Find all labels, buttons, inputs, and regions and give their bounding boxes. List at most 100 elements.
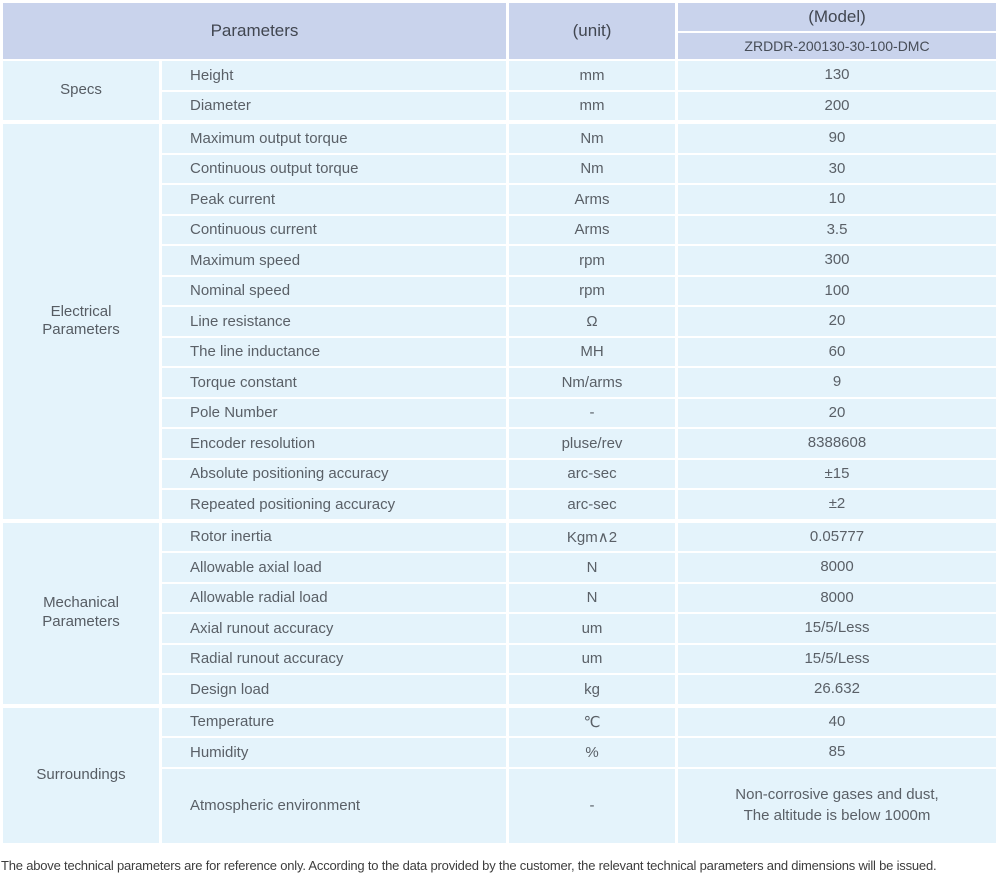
unit-cell: MH bbox=[509, 337, 675, 366]
unit-cell: Ω bbox=[509, 307, 675, 336]
value-cell: 8000 bbox=[678, 553, 996, 582]
parameter-name-cell: Continuous output torque bbox=[162, 154, 506, 183]
unit-cell: - bbox=[509, 398, 675, 427]
value-cell: ±2 bbox=[678, 490, 996, 519]
parameter-name-cell: Height bbox=[162, 61, 506, 90]
table-row: Allowable radial load N 8000 bbox=[3, 583, 996, 612]
value-cell: 8388608 bbox=[678, 429, 996, 458]
footer-note: The above technical parameters are for r… bbox=[1, 857, 937, 873]
header-model: (Model) bbox=[678, 3, 996, 32]
header-parameters: Parameters bbox=[3, 3, 506, 59]
table-row: Mechanical Parameters Rotor inertia Kgm∧2 0… bbox=[3, 520, 996, 704]
unit-cell: arc-sec bbox=[509, 459, 675, 488]
unit-cell: mm bbox=[509, 61, 675, 90]
parameter-name-cell: Torque constant bbox=[162, 368, 506, 397]
parameters-table: Parameters (unit) (Model) ZRDDR-200130-3… bbox=[0, 1, 999, 845]
parameter-name-cell: Temperature bbox=[162, 705, 506, 736]
value-cell: 20 bbox=[678, 307, 996, 336]
value-cell: 85 bbox=[678, 738, 996, 767]
value-cell: 60 bbox=[678, 337, 996, 366]
table-row: Atmospheric environment - Non-corrosive ga… bbox=[3, 768, 996, 843]
unit-cell: rpm bbox=[509, 246, 675, 275]
table-row: Humidity% 85 bbox=[3, 738, 996, 767]
value-cell: 15/5/Less bbox=[678, 614, 996, 643]
unit-cell: - bbox=[509, 768, 675, 843]
parameter-name-cell: Maximum speed bbox=[162, 246, 506, 275]
table-row: Specs Height mm 130 bbox=[3, 61, 996, 120]
parameter-name-cell: Allowable radial load bbox=[162, 583, 506, 612]
table-row: Radial runout accuracy um 15/5/Less bbox=[3, 644, 996, 673]
value-cell: 200 bbox=[678, 91, 996, 120]
unit-cell: Nm bbox=[509, 122, 675, 153]
table-row: Continuous current Arms 3.5 bbox=[3, 215, 996, 244]
parameter-name-cell: Peak current bbox=[162, 185, 506, 214]
header-model-value: ZRDDR-200130-30-100-DMC bbox=[678, 33, 996, 59]
parameter-name-cell: Maximum output torque bbox=[162, 122, 506, 153]
unit-cell: N bbox=[509, 553, 675, 582]
parameter-name-cell: Diameter bbox=[162, 91, 506, 120]
value-cell: Non-corrosive gases and dust, The altitu… bbox=[678, 768, 996, 843]
unit-cell: Arms bbox=[509, 215, 675, 244]
table-row: Pole Number -20 bbox=[3, 398, 996, 427]
unit-cell: % bbox=[509, 738, 675, 767]
value-cell: 0.05777 bbox=[678, 520, 996, 551]
value-cell: 300 bbox=[678, 246, 996, 275]
table-row: Surroundings Temperature ℃ 40 bbox=[3, 705, 996, 843]
value-cell: 30 bbox=[678, 154, 996, 183]
header-unit: (unit) bbox=[509, 3, 675, 59]
table-row: Torque constant Nm/arms 9 bbox=[3, 368, 996, 397]
table-row: Electrical Parameters Maximum output torq… bbox=[3, 122, 996, 519]
unit-cell: pluse/rev bbox=[509, 429, 675, 458]
unit-cell: mm bbox=[509, 91, 675, 120]
group-label: Surroundings bbox=[3, 705, 159, 843]
parameter-name-cell: Absolute positioning accuracy bbox=[162, 459, 506, 488]
table-row: Absolute positioning accuracy arc-sec ±15 bbox=[3, 459, 996, 488]
table-row: Allowable axial load N 8000 bbox=[3, 553, 996, 582]
unit-cell: rpm bbox=[509, 276, 675, 305]
value-cell: 20 bbox=[678, 398, 996, 427]
parameter-name-cell: Line resistance bbox=[162, 307, 506, 336]
value-cell: 9 bbox=[678, 368, 996, 397]
table-header: Parameters (unit) (Model) ZRDDR-200130-3… bbox=[3, 3, 996, 59]
unit-cell: Nm bbox=[509, 154, 675, 183]
group-label: Electrical Parameters bbox=[3, 122, 159, 519]
value-cell: 130 bbox=[678, 61, 996, 90]
unit-cell: kg bbox=[509, 675, 675, 704]
unit-cell: N bbox=[509, 583, 675, 612]
parameter-name-cell: Rotor inertia bbox=[162, 520, 506, 551]
parameter-name-cell: Radial runout accuracy bbox=[162, 644, 506, 673]
table-row: Nominal speed rpm 100 bbox=[3, 276, 996, 305]
group-label: Mechanical Parameters bbox=[3, 520, 159, 704]
table-body: Specs Height mm 130 Diameter mm 200 Electrical … bbox=[3, 61, 996, 843]
value-cell: 90 bbox=[678, 122, 996, 153]
unit-cell: um bbox=[509, 644, 675, 673]
table-row: The line inductance MH 60 bbox=[3, 337, 996, 366]
table-row: Encoder resolution pluse/rev 8388608 bbox=[3, 429, 996, 458]
table-row: Diameter mm 200 bbox=[3, 91, 996, 120]
value-cell: 40 bbox=[678, 705, 996, 736]
parameter-name-cell: Humidity bbox=[162, 738, 506, 767]
unit-cell: um bbox=[509, 614, 675, 643]
table-row: Axial runout accuracy um 15/5/Less bbox=[3, 614, 996, 643]
table-row: Peak current Arms 10 bbox=[3, 185, 996, 214]
value-cell: 3.5 bbox=[678, 215, 996, 244]
unit-cell: Nm/arms bbox=[509, 368, 675, 397]
parameter-name-cell: Axial runout accuracy bbox=[162, 614, 506, 643]
unit-cell: Kgm∧2 bbox=[509, 520, 675, 551]
table-row: Repeated positioning accuracy arc-sec ±2 bbox=[3, 490, 996, 519]
table-row: Maximum speed rpm 300 bbox=[3, 246, 996, 275]
parameter-name-cell: Continuous current bbox=[162, 215, 506, 244]
table-row: Continuous output torque Nm 30 bbox=[3, 154, 996, 183]
value-cell: ±15 bbox=[678, 459, 996, 488]
unit-cell: Arms bbox=[509, 185, 675, 214]
value-cell: 8000 bbox=[678, 583, 996, 612]
value-cell: 100 bbox=[678, 276, 996, 305]
parameter-name-cell: Pole Number bbox=[162, 398, 506, 427]
group-label: Specs bbox=[3, 61, 159, 120]
table-row: Line resistance Ω 20 bbox=[3, 307, 996, 336]
parameter-name-cell: Allowable axial load bbox=[162, 553, 506, 582]
value-cell: 26.632 bbox=[678, 675, 996, 704]
unit-cell: ℃ bbox=[509, 705, 675, 736]
parameter-name-cell: The line inductance bbox=[162, 337, 506, 366]
